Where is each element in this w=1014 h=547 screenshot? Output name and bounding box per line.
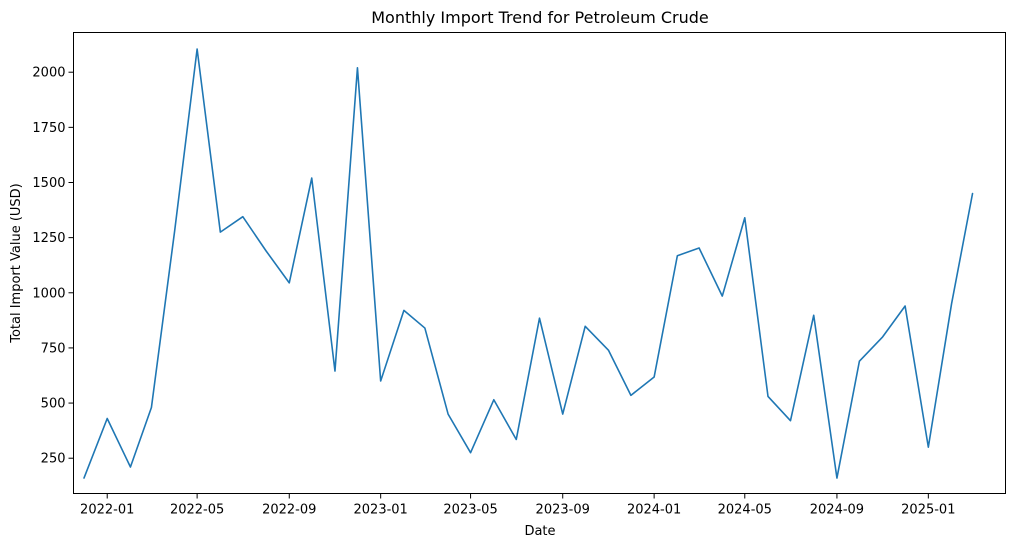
x-tick-label: 2022-05 <box>170 503 224 518</box>
y-tick-label: 1750 <box>32 121 65 136</box>
x-tick-label: 2023-09 <box>536 503 590 518</box>
y-tick-label: 250 <box>41 452 66 467</box>
x-tick-label: 2022-01 <box>80 503 134 518</box>
y-tick-label: 1500 <box>32 176 65 191</box>
y-tick-label: 2000 <box>32 66 65 81</box>
series-layer <box>83 48 974 479</box>
x-tick-label: 2023-05 <box>443 503 497 518</box>
y-tick-label: 500 <box>41 397 66 412</box>
x-axis: 2022-01 2022-05 2022-09 2023-01 2023-05 2023-… <box>80 493 955 518</box>
x-tick-label: 2022-09 <box>262 503 316 518</box>
y-axis: 250 500 750 1000 1250 1500 1750 2000 <box>32 66 74 467</box>
x-tick-label: 2025-01 <box>901 503 955 518</box>
x-tick-label: 2023-01 <box>354 503 408 518</box>
y-tick-label: 1250 <box>32 231 65 246</box>
y-tick-label: 1000 <box>32 286 65 301</box>
chart-title: Monthly Import Trend for Petroleum Crude <box>371 8 709 27</box>
plot-frame <box>73 32 1006 494</box>
x-axis-label: Date <box>524 524 555 539</box>
plot-area <box>73 32 1006 494</box>
y-tick-label: 750 <box>41 341 66 356</box>
x-tick-label: 2024-05 <box>718 503 772 518</box>
y-axis-label: Total Import Value (USD) <box>9 183 24 344</box>
x-tick-label: 2024-09 <box>810 503 864 518</box>
series-line-0 <box>83 48 974 479</box>
x-tick-label: 2024-01 <box>627 503 681 518</box>
